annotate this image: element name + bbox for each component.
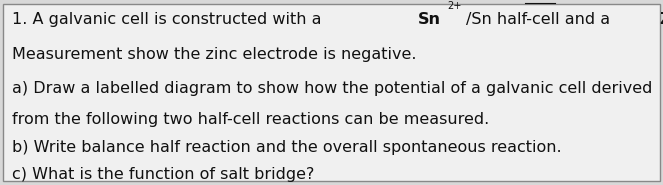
Text: Measurement show the zinc electrode is negative.: Measurement show the zinc electrode is n…: [12, 47, 416, 62]
Text: Sn: Sn: [418, 12, 441, 27]
FancyBboxPatch shape: [3, 4, 660, 181]
Text: Zn: Zn: [659, 12, 663, 27]
Text: b) Write balance half reaction and the overall spontaneous reaction.: b) Write balance half reaction and the o…: [12, 140, 562, 155]
Text: 1. A galvanic cell is constructed with a: 1. A galvanic cell is constructed with a: [12, 12, 327, 27]
Text: c) What is the function of salt bridge?: c) What is the function of salt bridge?: [12, 167, 314, 182]
Text: /Sn half-cell and a: /Sn half-cell and a: [466, 12, 615, 27]
Text: 2+: 2+: [448, 1, 462, 11]
Text: from the following two half-cell reactions can be measured.: from the following two half-cell reactio…: [12, 112, 489, 127]
Text: a) Draw a labelled diagram to show how the potential of a galvanic cell derived: a) Draw a labelled diagram to show how t…: [12, 80, 652, 95]
